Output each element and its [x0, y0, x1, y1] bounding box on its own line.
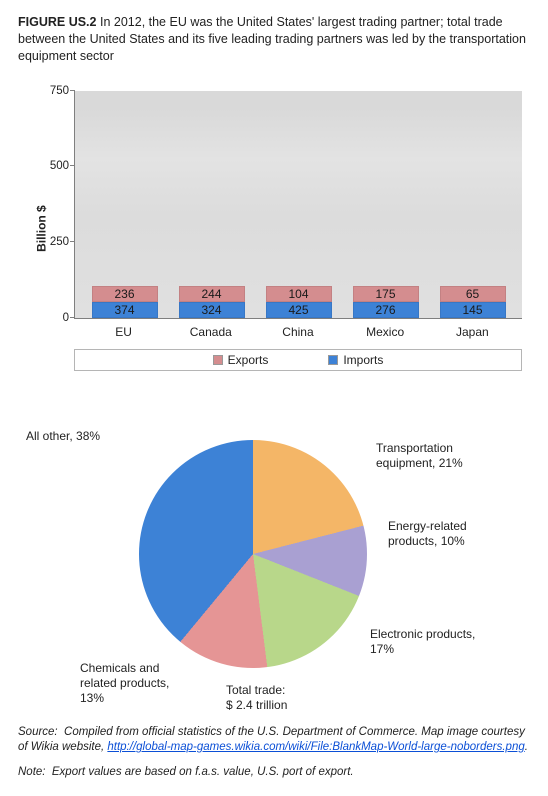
figure-caption: FIGURE US.2 In 2012, the EU was the Unit… [18, 14, 530, 65]
bar-group: 104425 [266, 286, 332, 318]
legend-item-exports: Exports [213, 353, 269, 367]
pie-chart-disc [138, 439, 368, 669]
x-axis-labels: EU Canada China Mexico Japan [74, 325, 522, 339]
y-tick-label: 250 [35, 236, 69, 248]
pie-label-chemicals: Chemicals and related products, 13% [80, 661, 190, 706]
x-tick-label: Japan [439, 325, 505, 339]
pie-label-allother: All other, 38% [26, 429, 100, 444]
bar-segment-imports: 425 [266, 302, 332, 318]
note-text: Note: Export values are based on f.a.s. … [18, 766, 530, 778]
bar-segment-imports: 374 [92, 302, 158, 318]
y-tick-mark [70, 165, 75, 166]
bar-group: 65145 [440, 286, 506, 318]
legend-swatch-imports [328, 355, 338, 365]
x-tick-label: China [265, 325, 331, 339]
x-tick-label: EU [91, 325, 157, 339]
x-tick-label: Canada [178, 325, 244, 339]
source-text: Source: Compiled from official statistic… [18, 725, 530, 756]
y-tick-label: 500 [35, 160, 69, 172]
legend-label-imports: Imports [343, 353, 383, 367]
pie-label-total: Total trade: $ 2.4 trillion [226, 683, 287, 713]
bar-segment-imports: 276 [353, 302, 419, 318]
source-post: . [525, 741, 528, 753]
bar-segment-imports: 324 [179, 302, 245, 318]
pie-total-line2: $ 2.4 trillion [226, 698, 287, 712]
bar-segment-exports: 244 [179, 286, 245, 302]
figure-number: FIGURE US.2 [18, 15, 97, 29]
bar-segment-exports: 236 [92, 286, 158, 302]
bar-segment-exports: 65 [440, 286, 506, 302]
pie-label-energy: Energy-related products, 10% [388, 519, 498, 549]
bar-group: 236374 [92, 286, 158, 318]
source-label: Source: [18, 726, 58, 738]
note-label: Note: [18, 766, 46, 778]
bar-chart-legend: Exports Imports [74, 349, 522, 371]
pie-total-line1: Total trade: [226, 683, 285, 697]
bar-chart: Billion $ 23637424432410442517527665145 … [32, 85, 530, 375]
pie-chart: All other, 38% Transportation equipment,… [18, 399, 530, 719]
bar-group: 175276 [353, 286, 419, 318]
bar-chart-plot: 23637424432410442517527665145 0250500750 [74, 91, 522, 319]
y-tick-mark [70, 90, 75, 91]
y-tick-label: 750 [35, 85, 69, 97]
y-tick-label: 0 [35, 312, 69, 324]
pie-label-electronic: Electronic products, 17% [370, 627, 500, 657]
legend-swatch-exports [213, 355, 223, 365]
y-tick-mark [70, 317, 75, 318]
bar-segment-exports: 104 [266, 286, 332, 302]
bar-groups: 236374 244324 104425 175276 65145 [75, 91, 522, 318]
y-tick-mark [70, 241, 75, 242]
bar-group: 244324 [179, 286, 245, 318]
legend-item-imports: Imports [328, 353, 383, 367]
pie-label-transport: Transportation equipment, 21% [376, 441, 496, 471]
note-body: Export values are based on f.a.s. value,… [52, 766, 354, 778]
legend-label-exports: Exports [228, 353, 269, 367]
x-tick-label: Mexico [352, 325, 418, 339]
bar-segment-imports: 145 [440, 302, 506, 318]
bar-segment-exports: 175 [353, 286, 419, 302]
source-link[interactable]: http://global-map-games.wikia.com/wiki/F… [107, 741, 524, 753]
